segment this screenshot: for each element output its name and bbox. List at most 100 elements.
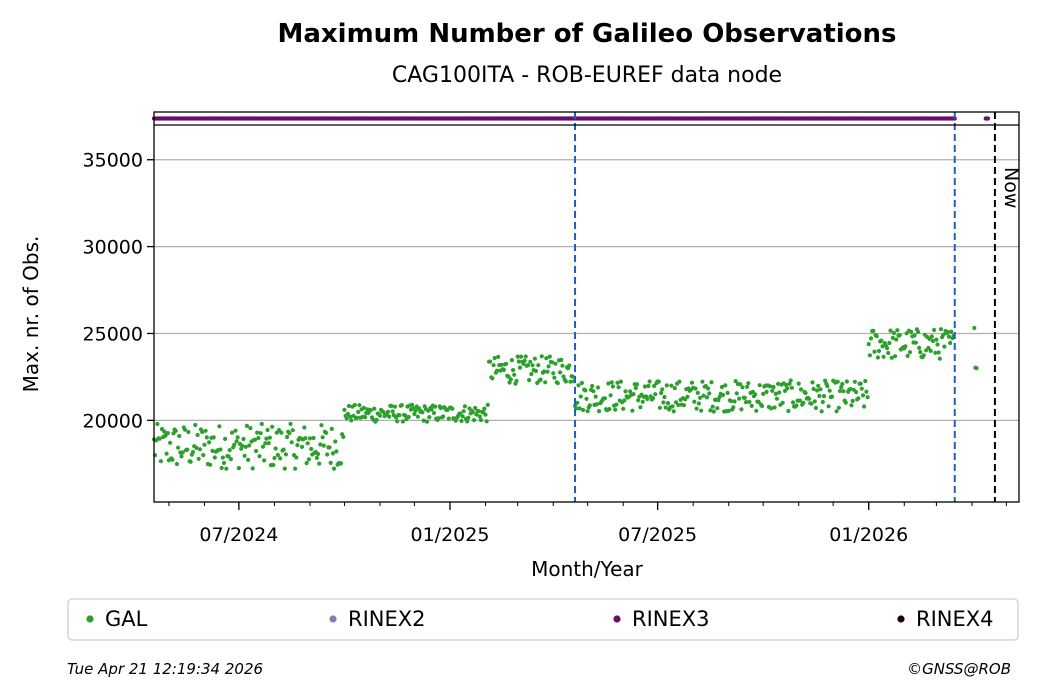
gal-point xyxy=(168,440,173,445)
legend-label: RINEX4 xyxy=(916,607,994,631)
gal-point xyxy=(935,342,940,347)
gal-point xyxy=(827,388,832,393)
gal-point xyxy=(543,380,548,385)
gal-point xyxy=(850,398,855,403)
gal-point xyxy=(662,394,667,400)
gal-point xyxy=(583,388,588,393)
gal-point xyxy=(523,354,528,359)
gal-point xyxy=(243,444,248,449)
gal-point xyxy=(757,383,762,388)
gal-point xyxy=(539,354,544,359)
gal-point xyxy=(234,439,239,444)
footer-credit: ©GNSS@ROB xyxy=(907,660,1011,678)
gal-point xyxy=(352,402,357,408)
gal-point xyxy=(773,391,778,396)
gal-point xyxy=(466,415,471,420)
legend-marker xyxy=(897,615,905,623)
gal-point xyxy=(232,442,237,447)
gal-point xyxy=(623,389,628,394)
gal-point xyxy=(438,406,443,411)
gal-point xyxy=(745,384,750,389)
gal-point xyxy=(731,405,736,410)
gal-point xyxy=(771,384,776,390)
gal-point xyxy=(843,400,848,405)
gal-point xyxy=(701,393,706,398)
gal-point xyxy=(661,400,666,405)
gal-point xyxy=(527,378,532,383)
gal-point xyxy=(737,396,742,401)
gal-point xyxy=(656,379,661,384)
gal-point xyxy=(694,406,699,411)
gal-point xyxy=(933,350,938,355)
legend-label: RINEX3 xyxy=(632,607,710,631)
gal-point xyxy=(546,364,551,369)
gal-point xyxy=(815,388,820,393)
gal-point xyxy=(885,346,890,351)
gal-point xyxy=(327,445,332,450)
gal-point xyxy=(879,338,884,343)
y-axis-label: Max. nr. of Obs. xyxy=(19,236,43,393)
gal-point xyxy=(708,408,713,413)
gal-point xyxy=(693,386,698,391)
gal-point xyxy=(670,404,675,409)
gal-point xyxy=(777,390,782,395)
gal-point xyxy=(584,396,589,401)
gal-point xyxy=(590,383,595,389)
gal-point xyxy=(530,363,535,368)
gal-point xyxy=(613,407,618,412)
gal-point xyxy=(282,466,287,471)
plot-frame xyxy=(153,111,1020,503)
gal-point xyxy=(552,375,557,380)
gal-point xyxy=(188,459,193,464)
gal-point xyxy=(602,396,608,401)
gal-point xyxy=(262,458,267,463)
gal-point xyxy=(837,388,843,394)
gal-point xyxy=(246,457,251,462)
gal-point xyxy=(311,435,316,441)
gal-point xyxy=(859,386,864,391)
gal-point xyxy=(646,383,651,389)
gal-point xyxy=(399,403,404,408)
gal-point xyxy=(162,429,167,434)
gal-point xyxy=(636,398,641,403)
gal-point xyxy=(587,403,593,408)
gal-point xyxy=(698,395,703,400)
gal-point xyxy=(285,434,290,440)
gal-point xyxy=(403,413,408,418)
gal-point xyxy=(676,402,681,408)
gal-point xyxy=(685,394,690,399)
gal-point xyxy=(903,344,908,349)
gal-point xyxy=(559,357,564,362)
gal-point xyxy=(723,383,728,388)
gal-point xyxy=(204,435,209,440)
gal-point xyxy=(333,439,338,444)
gal-point xyxy=(223,436,228,441)
gal-point xyxy=(841,389,846,394)
gal-point xyxy=(229,430,235,435)
gal-point xyxy=(715,406,720,411)
gal-point xyxy=(424,419,430,424)
gal-point xyxy=(785,386,790,391)
gal-point xyxy=(179,454,184,459)
gal-point xyxy=(581,407,586,413)
gal-point xyxy=(669,383,674,388)
gal-point xyxy=(772,405,777,410)
gal-point xyxy=(488,359,493,364)
gal-point xyxy=(834,409,839,414)
gal-point xyxy=(681,403,687,408)
gal-point xyxy=(538,377,543,382)
gal-point xyxy=(614,402,619,407)
gal-point xyxy=(155,421,160,427)
gal-point xyxy=(441,414,446,419)
gal-point xyxy=(699,408,704,413)
gal-point xyxy=(941,332,946,337)
gal-point xyxy=(227,448,232,453)
gal-point xyxy=(570,374,575,379)
gal-point xyxy=(732,399,737,404)
gal-point xyxy=(803,390,808,396)
gal-point xyxy=(200,429,205,435)
gal-point xyxy=(176,445,181,450)
y-axis-ticks: 20000 25000 30000 35000 xyxy=(83,150,154,432)
gal-point xyxy=(400,419,405,424)
gal-point xyxy=(208,462,213,467)
